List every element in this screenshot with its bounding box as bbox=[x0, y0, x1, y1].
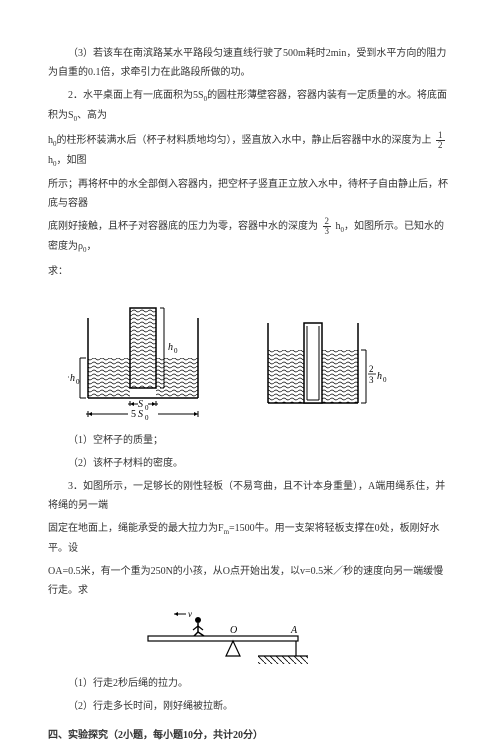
label-23d: 3 bbox=[369, 375, 374, 385]
section-4-title: 四、实验探究（2小题，每小题10分，共计20分） bbox=[48, 726, 452, 745]
q3-sub1: （1）行走2秒后绳的拉力。 bbox=[48, 674, 452, 693]
q3-line3: OA=0.5米，有一个重为250N的小孩，从O点开始出发，以v=0.5米／秒的速… bbox=[48, 562, 452, 600]
frac-2-3: 23 bbox=[323, 217, 332, 236]
q2-intro: 2．水平桌面上有一底面积为5S0的圆柱形薄壁容器，容器内装有一定质量的水。将底面… bbox=[48, 86, 452, 127]
label-O: O bbox=[230, 625, 237, 636]
label-23n: 2 bbox=[369, 364, 374, 374]
label-v: v bbox=[188, 609, 192, 619]
q2-text-a: 2．水平桌面上有一底面积为5S bbox=[68, 90, 204, 101]
q2-text-i: 底刚好接触，且杯子对容器底的压力为零，容器中水的深度为 bbox=[48, 221, 318, 232]
label-A: A bbox=[290, 625, 298, 636]
frac-den2: 3 bbox=[323, 227, 332, 236]
q2-intro-line2: h0的柱形杯装满水后（杯子材料质地均匀），竖直放入水中，静止后容器中水的深度为上… bbox=[48, 131, 452, 172]
label-half-h-sub: 0 bbox=[76, 378, 80, 386]
q3-text-b: 固定在地面上，绳能承受的最大拉力为F bbox=[48, 523, 224, 534]
q2-figure-left: h 0 1 2 h 0 S 0 5 S 0 bbox=[68, 293, 218, 423]
label-h0: h bbox=[168, 342, 173, 353]
q2-figure-right: 2 3 h 0 bbox=[258, 313, 388, 423]
q2-sub1: （1）空杯子的质量； bbox=[48, 431, 452, 450]
q2-text-e: 的柱形杯装满水后（杯子材料质地均匀），竖直放入水中，静止后容器中水的深度为上 bbox=[57, 135, 432, 146]
q3-line2: 固定在地面上，绳能承受的最大拉力为Fm=1500牛。用一支架将轻板支撑在0处，板… bbox=[48, 519, 452, 558]
q3-figure: O A v bbox=[138, 608, 318, 668]
label-23h: h bbox=[377, 371, 382, 382]
q2-text-l: ， bbox=[87, 241, 97, 252]
q1-part3: （3）若该车在南滨路某水平路段匀速直线行驶了500m耗时2min，受到水平方向的… bbox=[48, 44, 452, 82]
q3-line1: 3．如图所示，一足够长的刚性轻板（不易弯曲，且不计本身重量），A端用绳系住，并将… bbox=[48, 477, 452, 515]
q3-figure-wrap: O A v bbox=[138, 608, 452, 668]
frac-den: 2 bbox=[436, 141, 445, 150]
q2-qiu: 求： bbox=[48, 262, 452, 281]
frac-1-2: 12 bbox=[436, 131, 445, 150]
label-5s0-sub: 0 bbox=[145, 414, 149, 422]
label-s0-sub: 0 bbox=[145, 404, 149, 412]
q2-figures: h 0 1 2 h 0 S 0 5 S 0 bbox=[68, 293, 452, 423]
label-5s0: 5 bbox=[131, 409, 136, 420]
q2-sub2: （2）该杯子材料的密度。 bbox=[48, 454, 452, 473]
label-half-h: h bbox=[70, 373, 75, 384]
q2-intro-line4: 底刚好接触，且杯子对容器底的压力为零，容器中水的深度为 23 h0，如图所示。已… bbox=[48, 217, 452, 258]
q2-text-c: 、高为 bbox=[77, 110, 107, 121]
q2-text-g: ，如图 bbox=[57, 155, 87, 166]
label-23h-sub: 0 bbox=[383, 376, 387, 384]
label-5s0-s: S bbox=[138, 409, 143, 420]
label-h0-sub: 0 bbox=[174, 347, 178, 355]
q2-intro-line3: 所示；再将杯中的水全部倒入容器内，把空杯子竖直正立放入水中，待杯子自由静止后，杯… bbox=[48, 175, 452, 213]
